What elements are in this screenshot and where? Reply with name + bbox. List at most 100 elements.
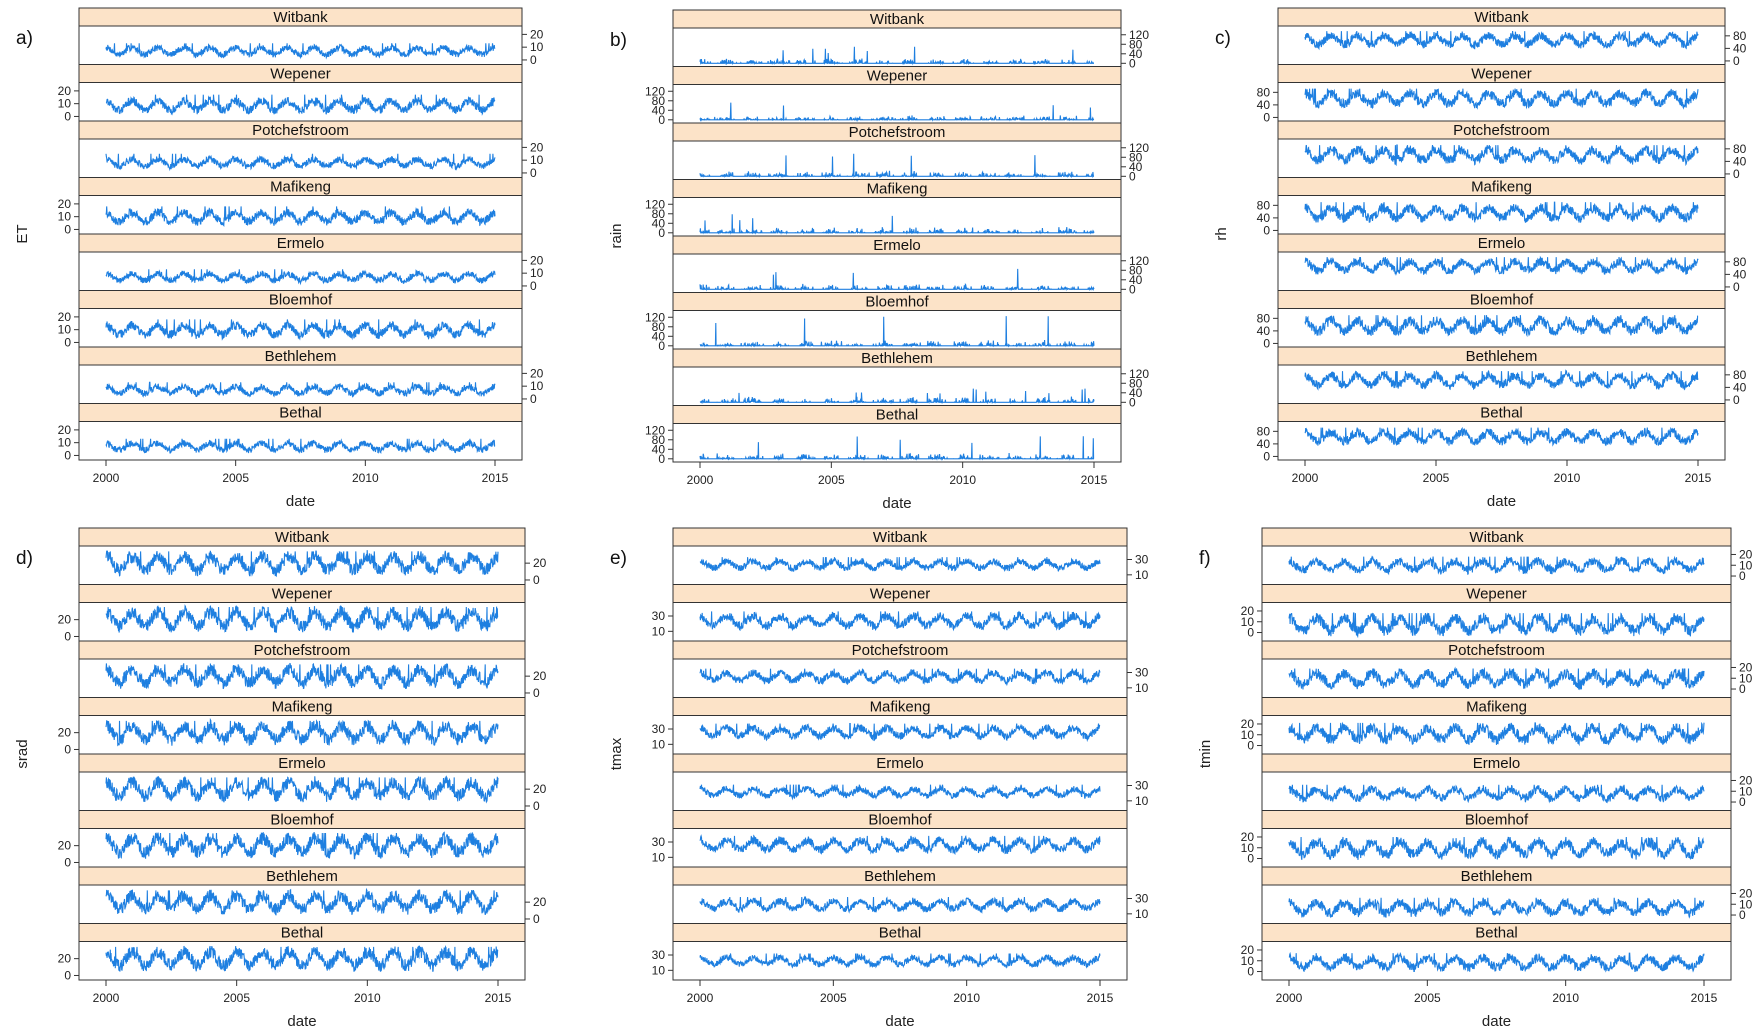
- y-tick-label: 10: [652, 737, 666, 751]
- y-tick-label: 30: [1135, 553, 1149, 567]
- series-line-wepener: [699, 610, 1101, 632]
- series-line-bethal: [105, 438, 496, 455]
- series-line-bethlehem: [105, 381, 496, 398]
- x-tick-label: 2000: [93, 471, 120, 485]
- y-tick-label: 20: [1241, 717, 1255, 731]
- y-tick-label: 20: [58, 952, 72, 966]
- y-tick-label: 80: [1129, 150, 1143, 164]
- series-line-wepener: [105, 604, 499, 633]
- series-line-mafikeng: [1288, 721, 1705, 747]
- series-line-bloemhof: [105, 831, 499, 860]
- strip-header: [672, 9, 1122, 29]
- y-tick-label: 10: [58, 436, 72, 450]
- strip-label: Witbank: [1469, 529, 1524, 546]
- series-line-bloemhof: [105, 319, 496, 341]
- strip-header: [1261, 810, 1732, 829]
- strip-header: [78, 697, 526, 716]
- y-tick-label: 0: [658, 113, 665, 127]
- strip-header: [1261, 753, 1732, 773]
- strip-label: Potchefstroom: [849, 124, 946, 141]
- strip-header: [672, 923, 1128, 942]
- y-tick-label: 30: [1135, 666, 1149, 680]
- y-tick-label: 40: [1257, 437, 1271, 451]
- y-tick-label: 0: [1739, 795, 1746, 809]
- strip-header: [78, 584, 526, 603]
- x-tick-label: 2005: [222, 471, 249, 485]
- strip-label: Mafikeng: [1471, 179, 1532, 196]
- x-tick-label: 2000: [687, 991, 714, 1005]
- strip-header: [672, 348, 1122, 368]
- y-tick-label: 0: [64, 222, 71, 236]
- y-tick-label: 10: [1241, 728, 1255, 742]
- strip-header: [1277, 403, 1726, 422]
- y-tick-label: 20: [58, 613, 72, 627]
- strip-header: [1277, 64, 1726, 83]
- strip-header: [78, 753, 526, 773]
- strip-label: Bloemhof: [1465, 812, 1529, 829]
- x-axis-title: date: [286, 493, 315, 510]
- strip-label: Witbank: [870, 11, 925, 28]
- y-tick-label: 40: [652, 329, 666, 343]
- strip-label: Bloemhof: [270, 812, 334, 829]
- strip-header: [78, 923, 526, 942]
- strip-label: Wepener: [867, 68, 928, 85]
- strip-label: Bethal: [281, 925, 324, 942]
- y-tick-label: 0: [64, 335, 71, 349]
- strip-header: [1277, 177, 1726, 196]
- x-tick-label: 2005: [223, 991, 250, 1005]
- y-tick-label: 20: [530, 140, 544, 154]
- y-tick-label: 10: [1135, 681, 1149, 695]
- y-tick-label: 120: [645, 84, 665, 98]
- y-tick-label: 10: [58, 210, 72, 224]
- y-tick-label: 0: [1129, 282, 1136, 296]
- y-tick-label: 0: [1739, 908, 1746, 922]
- series-line-ermelo: [105, 775, 499, 804]
- x-tick-label: 2015: [485, 991, 512, 1005]
- series-line-potchefstroom: [1288, 666, 1705, 691]
- series-line-bethal: [699, 436, 1095, 461]
- strip-label: Bethlehem: [1466, 348, 1538, 365]
- y-tick-label: 10: [58, 323, 72, 337]
- strip-label: Potchefstroom: [852, 642, 949, 659]
- y-tick-label: 80: [1733, 255, 1747, 269]
- series-line-witbank: [699, 46, 1094, 66]
- x-axis-title: date: [882, 495, 911, 512]
- strip-label: Wepener: [270, 66, 331, 83]
- strip-header: [672, 527, 1128, 547]
- y-tick-label: 120: [645, 423, 665, 437]
- x-tick-label: 2000: [1292, 471, 1319, 485]
- y-tick-label: 40: [1129, 273, 1143, 287]
- strip-label: Mafikeng: [272, 699, 333, 716]
- series-line-bloemhof: [1304, 314, 1699, 338]
- y-tick-label: 10: [530, 40, 544, 54]
- y-tick-label: 120: [645, 197, 665, 211]
- strip-label: Witbank: [275, 529, 330, 546]
- strip-label: Ermelo: [278, 755, 326, 772]
- y-tick-label: 20: [533, 895, 547, 909]
- series-line-bethal: [105, 944, 499, 972]
- y-tick-label: 20: [58, 839, 72, 853]
- strip-label: Bloemhof: [865, 294, 929, 311]
- y-tick-label: 10: [1241, 841, 1255, 855]
- y-tick-label: 10: [1135, 907, 1149, 921]
- y-tick-label: 120: [1129, 141, 1149, 155]
- strip-label: Ermelo: [1473, 755, 1521, 772]
- y-tick-label: 0: [533, 799, 540, 813]
- x-tick-label: 2000: [93, 991, 120, 1005]
- x-tick-label: 2010: [354, 991, 381, 1005]
- chart-panel-rain: b)Witbank04080120Wepener04080120Potchefs…: [608, 9, 1149, 512]
- y-axis-title: srad: [14, 739, 31, 768]
- strip-label: Bethlehem: [861, 350, 933, 367]
- series-line-bethlehem: [699, 896, 1101, 914]
- y-tick-label: 10: [652, 850, 666, 864]
- y-tick-label: 80: [1257, 424, 1271, 438]
- y-tick-label: 40: [1257, 211, 1271, 225]
- strip-label: Bethal: [876, 407, 919, 424]
- strip-label: Wepener: [1471, 66, 1532, 83]
- y-tick-label: 20: [58, 726, 72, 740]
- x-tick-label: 2015: [1081, 473, 1108, 487]
- y-tick-label: 10: [1135, 794, 1149, 808]
- y-tick-label: 0: [1739, 682, 1746, 696]
- series-line-bethal: [1288, 951, 1705, 973]
- strip-label: Ermelo: [1478, 235, 1526, 252]
